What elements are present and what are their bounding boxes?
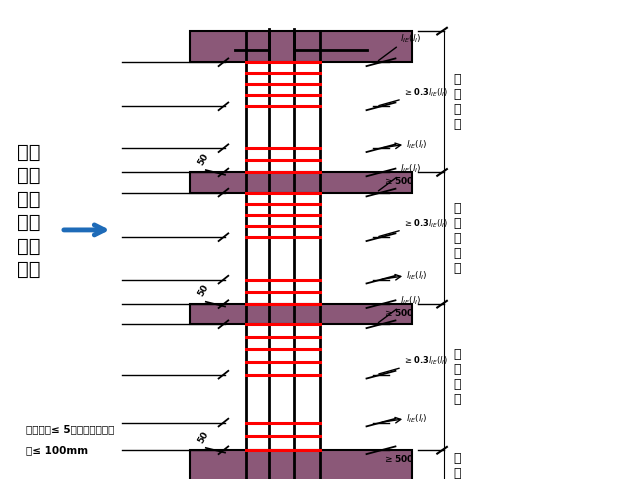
Bar (190, 304, 412, 324)
Bar (190, 172, 412, 193)
Text: 且≤ 100mm: 且≤ 100mm (26, 445, 88, 456)
Text: 50: 50 (196, 151, 210, 167)
Bar (190, 450, 412, 479)
Text: 中
间
层
层
高: 中 间 层 层 高 (453, 202, 461, 275)
Bar (190, 31, 412, 62)
Text: $l_{IE}(l_I)$: $l_{IE}(l_I)$ (406, 412, 428, 425)
Text: $\geq$0.3$l_{IE}(l_I)$: $\geq$0.3$l_{IE}(l_I)$ (403, 86, 448, 99)
Text: 首
层
层
高: 首 层 层 高 (453, 348, 461, 406)
Text: 50: 50 (196, 429, 210, 445)
Text: $\geq$500: $\geq$500 (383, 307, 414, 318)
Text: $l_{IE}(l_I)$: $l_{IE}(l_I)$ (406, 138, 428, 150)
Text: $\geq$500: $\geq$500 (383, 453, 414, 464)
Text: $\geq$0.3$l_{IE}(l_I)$: $\geq$0.3$l_{IE}(l_I)$ (403, 217, 448, 229)
Text: 箍筋间距≤ 5倍纵筋最小直径: 箍筋间距≤ 5倍纵筋最小直径 (26, 424, 114, 434)
Text: 顶
层
层
高: 顶 层 层 高 (453, 73, 461, 131)
Text: 纵筋
绑扎
连接
时箍
筋的
设置: 纵筋 绑扎 连接 时箍 筋的 设置 (17, 143, 41, 279)
Text: $\geq$0.3$l_{IE}(l_I)$: $\geq$0.3$l_{IE}(l_I)$ (403, 354, 448, 367)
Text: $\geq$500: $\geq$500 (383, 175, 414, 186)
Text: $l_{IE}(l_I)$: $l_{IE}(l_I)$ (400, 32, 421, 45)
Text: $l_{IE}(l_I)$: $l_{IE}(l_I)$ (406, 270, 428, 282)
Text: 基
础
高: 基 础 高 (453, 452, 461, 479)
Text: 50: 50 (196, 283, 210, 298)
Text: $l_{IE}(l_I)$: $l_{IE}(l_I)$ (400, 294, 421, 307)
Text: $l_{IE}(l_I)$: $l_{IE}(l_I)$ (400, 162, 421, 175)
